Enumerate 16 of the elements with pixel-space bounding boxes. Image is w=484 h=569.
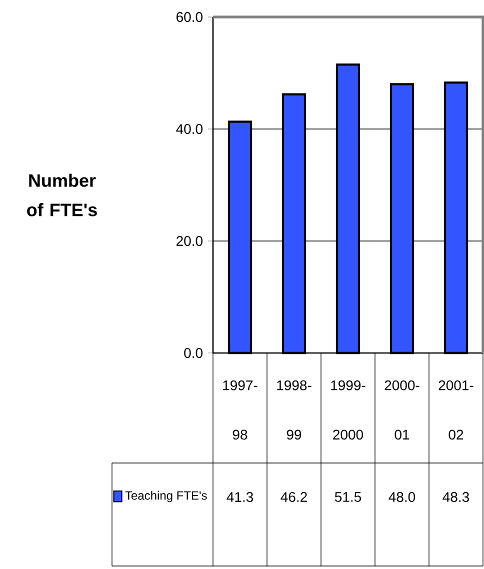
category-label: 2000-01 <box>384 380 420 440</box>
legend-label: Teaching FTE's <box>125 490 207 502</box>
y-tick-label: 20.0 <box>176 236 203 246</box>
category-label: 2001-02 <box>438 380 474 440</box>
data-label: 46.2 <box>280 492 307 502</box>
data-label: 51.5 <box>334 492 362 502</box>
y-axis-title: Number of FTE's <box>27 174 97 216</box>
category-label: 1998-99 <box>277 380 312 440</box>
y-tick-label: 40.0 <box>176 124 203 134</box>
category-label: 1997-98 <box>223 380 258 440</box>
y-tick-label: 0.0 <box>184 348 203 358</box>
category-label: 1999-2000 <box>331 380 366 440</box>
y-tick-label: 60.0 <box>176 12 203 22</box>
data-label: 48.3 <box>442 492 470 502</box>
data-label: 41.3 <box>226 492 254 502</box>
data-label: 48.0 <box>388 492 416 502</box>
